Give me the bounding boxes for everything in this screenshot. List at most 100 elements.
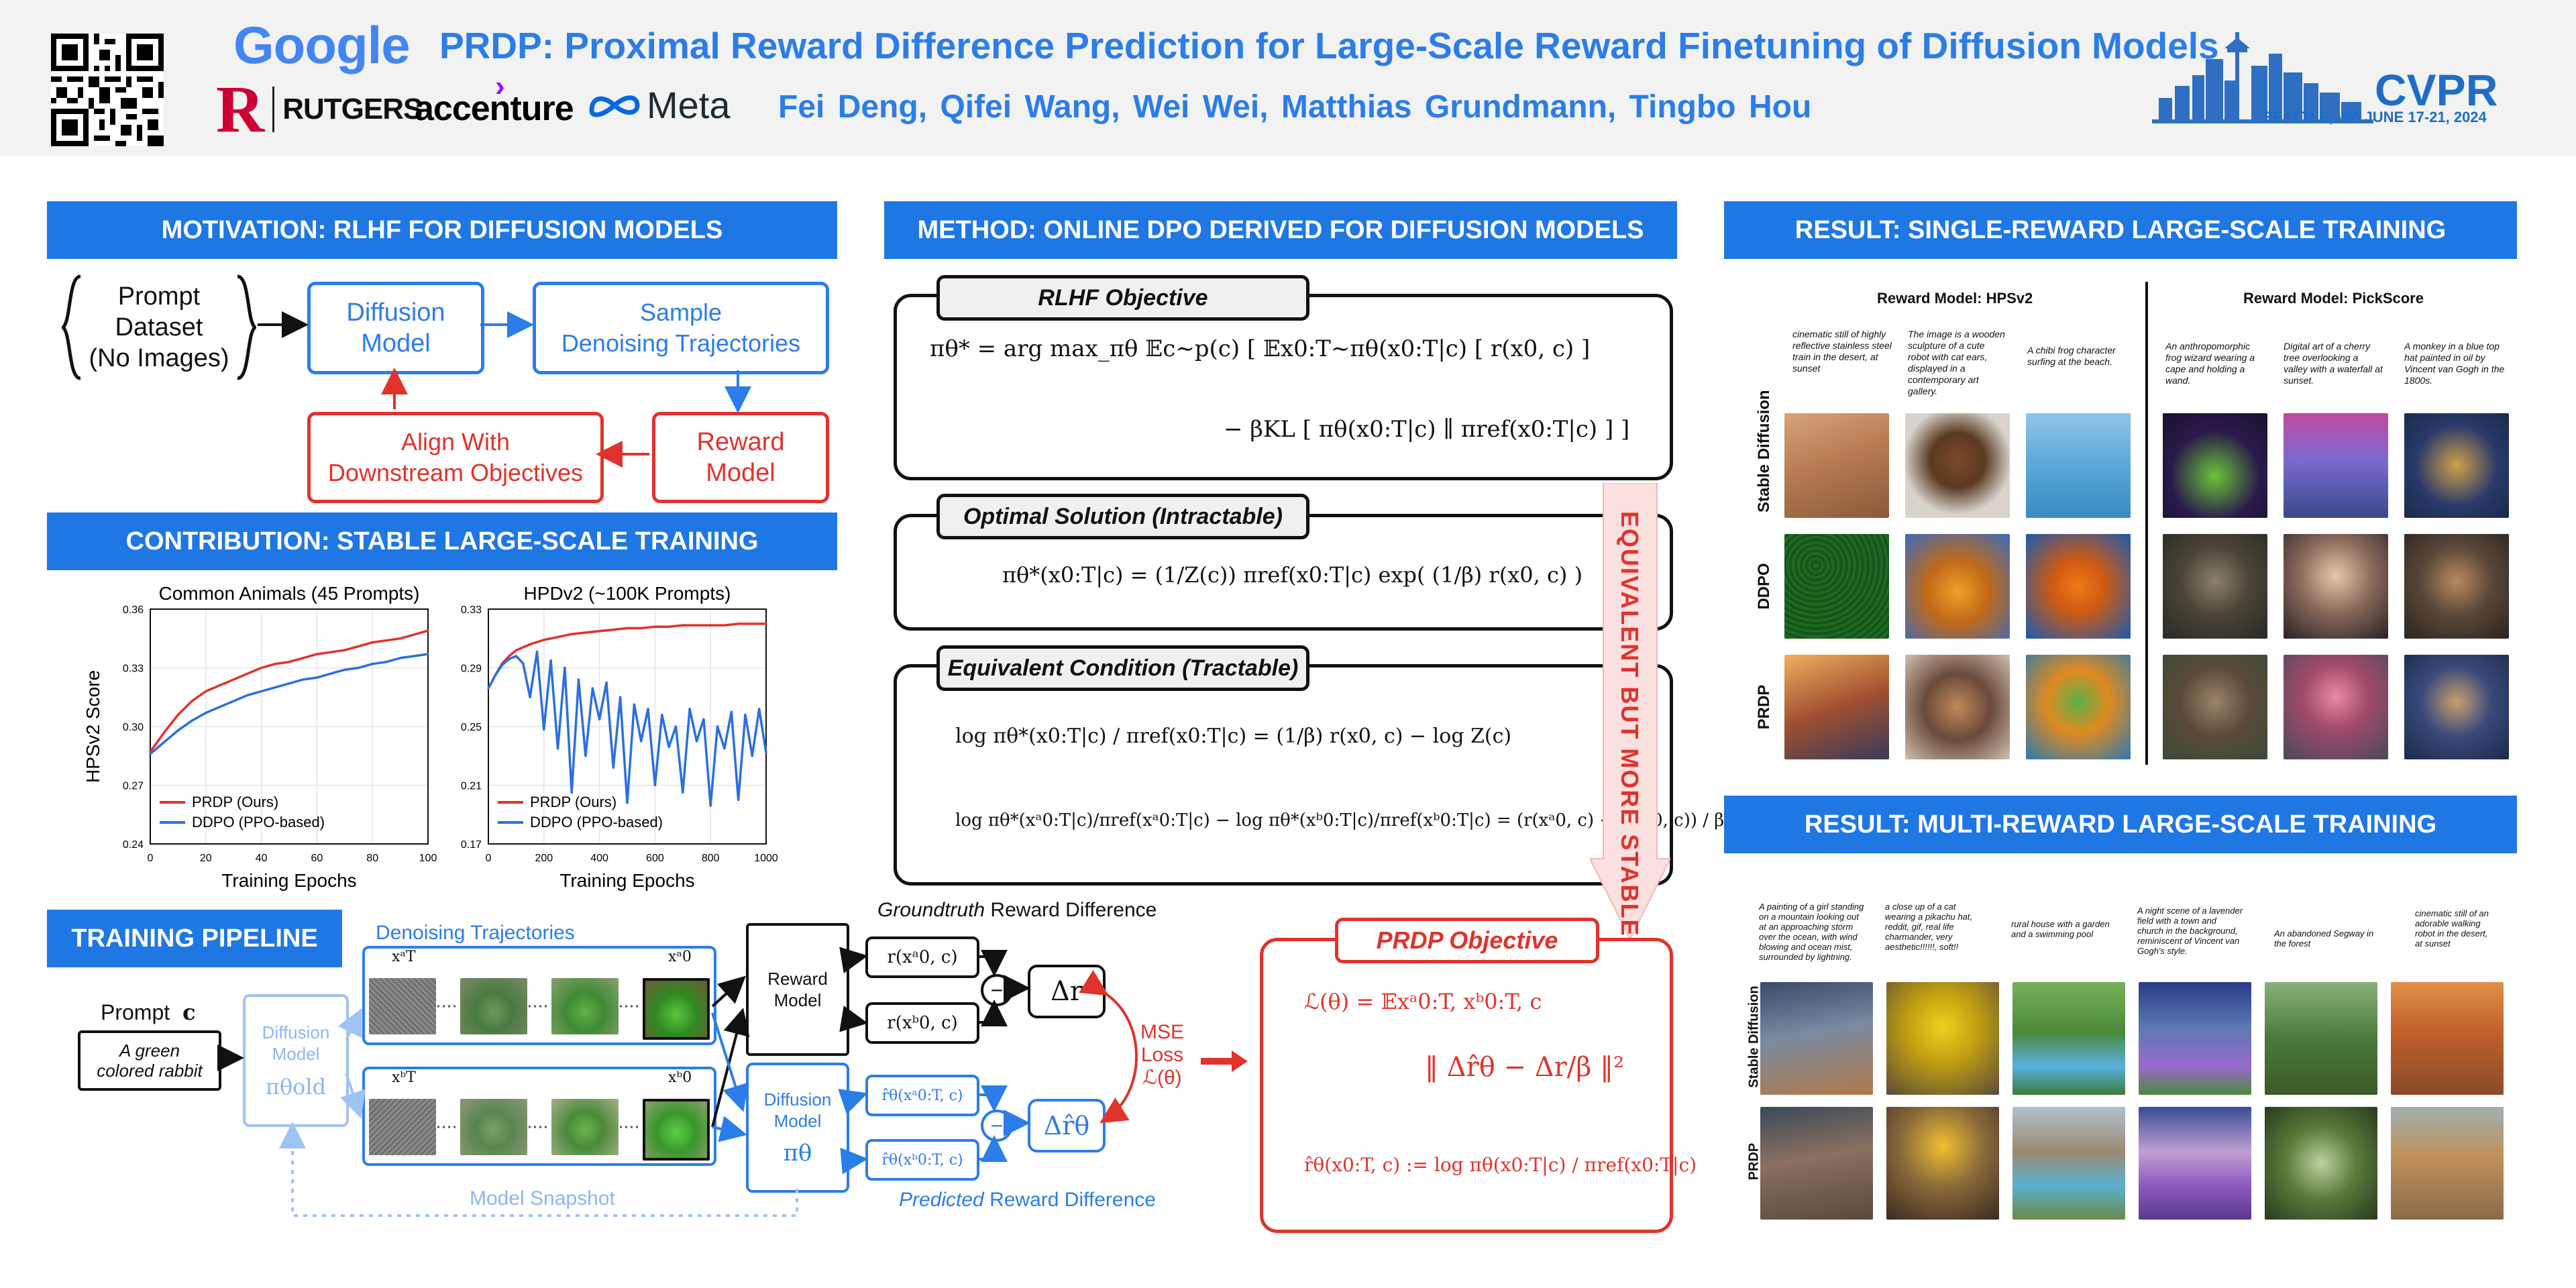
multi-caption-3: rural house with a garden and a swimming… — [2011, 919, 2110, 939]
equivalent-arrow-text: EQUIVALENT BUT MORE STABLE — [1616, 511, 1644, 937]
data-point — [427, 629, 429, 632]
y-tick-label: 0.33 — [123, 663, 144, 675]
ddpo-wizard-image — [2163, 534, 2267, 639]
pipeline-arrows — [217, 947, 1248, 1217]
y-tick-label: 0.30 — [123, 722, 144, 733]
data-point — [570, 791, 573, 794]
accenture-chevron-icon: › — [495, 70, 505, 103]
motivation-arrows — [258, 311, 751, 468]
data-point — [584, 631, 587, 634]
data-point — [371, 663, 374, 665]
qr-code[interactable] — [51, 34, 164, 146]
data-point — [399, 637, 402, 640]
data-point — [626, 802, 629, 804]
rlhf-objective-tab: RLHF Objective — [936, 275, 1309, 321]
old-model-var: πθold — [265, 1074, 327, 1099]
motivation-banner: MOTIVATION: RLHF FOR DIFFUSION MODELS — [47, 201, 837, 259]
xT-a-label: xᵃT — [392, 949, 416, 965]
rutgers-logo: R RUTGERS — [216, 76, 423, 143]
single-row-label-sd: Stable Diffusion — [1755, 390, 1773, 513]
equivalent-equation-2: log πθ*(xᵃ0:T|c)/πref(xᵃ0:T|c) − log πθ*… — [955, 810, 1725, 830]
training-curves-chart: 0.24 0.27 0.30 0.33 0.36 0 20 40 60 80 100 Common A… — [83, 583, 778, 891]
data-point — [695, 624, 698, 627]
reward-model-box: Reward Model — [652, 412, 829, 503]
data-point — [543, 639, 545, 641]
data-point — [399, 657, 402, 659]
data-point — [549, 659, 552, 662]
data-point — [529, 696, 531, 698]
data-point — [274, 663, 276, 665]
sample-trajectories-box: Sample Denoising Trajectories — [533, 282, 829, 374]
data-point — [709, 624, 712, 627]
data-point — [758, 708, 761, 710]
legend-label: DDPO (PPO-based) — [192, 814, 325, 830]
multi-prdp-segway-image — [2265, 1107, 2377, 1220]
prompt-dataset-label: Prompt Dataset (No Images) — [89, 282, 229, 372]
multi-sd-storm-image — [1760, 982, 1873, 1095]
data-point — [570, 633, 573, 635]
data-point — [218, 706, 221, 708]
result-single-banner: RESULT: SINGLE-REWARD LARGE-SCALE TRAINI… — [1724, 201, 2517, 259]
ddpo-robot-image — [1905, 534, 2010, 639]
rabbit-step-a2 — [551, 978, 619, 1034]
data-point — [501, 663, 504, 666]
series-line-prdp — [149, 629, 429, 753]
data-point — [260, 690, 263, 693]
chart-title: HPDv2 (~100K Prompts) — [524, 583, 731, 604]
data-point — [556, 635, 559, 639]
data-point — [288, 682, 290, 685]
data-point — [176, 729, 179, 732]
x-tick-label: 0 — [148, 853, 154, 864]
multi-prdp-robot-image — [2391, 1107, 2504, 1220]
x-tick-label: 20 — [200, 853, 212, 864]
prompt-label: Prompt c — [101, 1000, 196, 1025]
data-point — [357, 666, 360, 669]
prdp-wizard-image — [2163, 655, 2267, 759]
sd-frog-image — [2026, 413, 2131, 518]
denoising-trajectories-label: Denoising Trajectories — [376, 922, 575, 944]
optimal-equation: πθ*(x0:T|c) = (1/Z(c)) πref(x0:T|c) exp(… — [1002, 562, 1583, 588]
prdp-frog-image — [2026, 655, 2131, 759]
data-point — [633, 703, 635, 706]
data-point — [205, 690, 207, 693]
data-point — [385, 661, 388, 663]
series-line-prdp — [487, 623, 766, 689]
multi-caption-6: cinematic still of an adorable walking r… — [2415, 908, 2489, 949]
data-point — [564, 666, 566, 669]
data-point — [218, 684, 221, 687]
data-point — [522, 662, 525, 665]
multi-prdp-lavender-image — [2139, 1107, 2251, 1220]
google-logo-text: Google — [233, 15, 411, 74]
pipeline-diffusion-var: πθ — [783, 1140, 812, 1167]
x0-a-label: xᵃ0 — [668, 949, 692, 965]
x-tick-label: 60 — [311, 853, 323, 864]
data-point — [688, 708, 691, 710]
equivalent-arrow-icon — [1590, 483, 1670, 939]
data-point — [682, 624, 684, 627]
data-point — [191, 700, 193, 702]
data-point — [751, 623, 753, 625]
legend-label: PRDP (Ours) — [192, 794, 278, 810]
rabbit-step-b2 — [551, 1099, 619, 1155]
prdp-train-image — [1784, 655, 1889, 759]
ddpo-cherry-image — [2284, 534, 2388, 639]
poster-title: PRDP: Proximal Reward Difference Predict… — [439, 25, 2219, 66]
data-point — [329, 672, 332, 675]
multi-sd-house-image — [2012, 982, 2125, 1095]
mse-loss-label: MSE Loss ℒ(θ) — [1140, 1021, 1185, 1089]
data-point — [302, 678, 305, 681]
data-point — [149, 753, 152, 755]
pipeline-reward-model-box: Reward Model — [746, 923, 849, 1056]
data-point — [626, 627, 629, 630]
data-point — [612, 766, 614, 769]
multi-sd-segway-image — [2265, 982, 2377, 1095]
multi-prdp-cat-image — [1886, 1107, 1999, 1220]
prdp-objective-box — [1260, 938, 1673, 1233]
data-point — [494, 674, 496, 677]
prdp-objective-tab: PRDP Objective — [1335, 918, 1599, 963]
single-row-label-ddpo: DDPO — [1755, 563, 1773, 610]
rlhf-objective-box — [894, 294, 1673, 480]
x-tick-label: 100 — [419, 853, 437, 864]
multi-caption-1: A painting of a girl standing on a mount… — [1759, 902, 1864, 962]
data-point — [765, 751, 767, 754]
